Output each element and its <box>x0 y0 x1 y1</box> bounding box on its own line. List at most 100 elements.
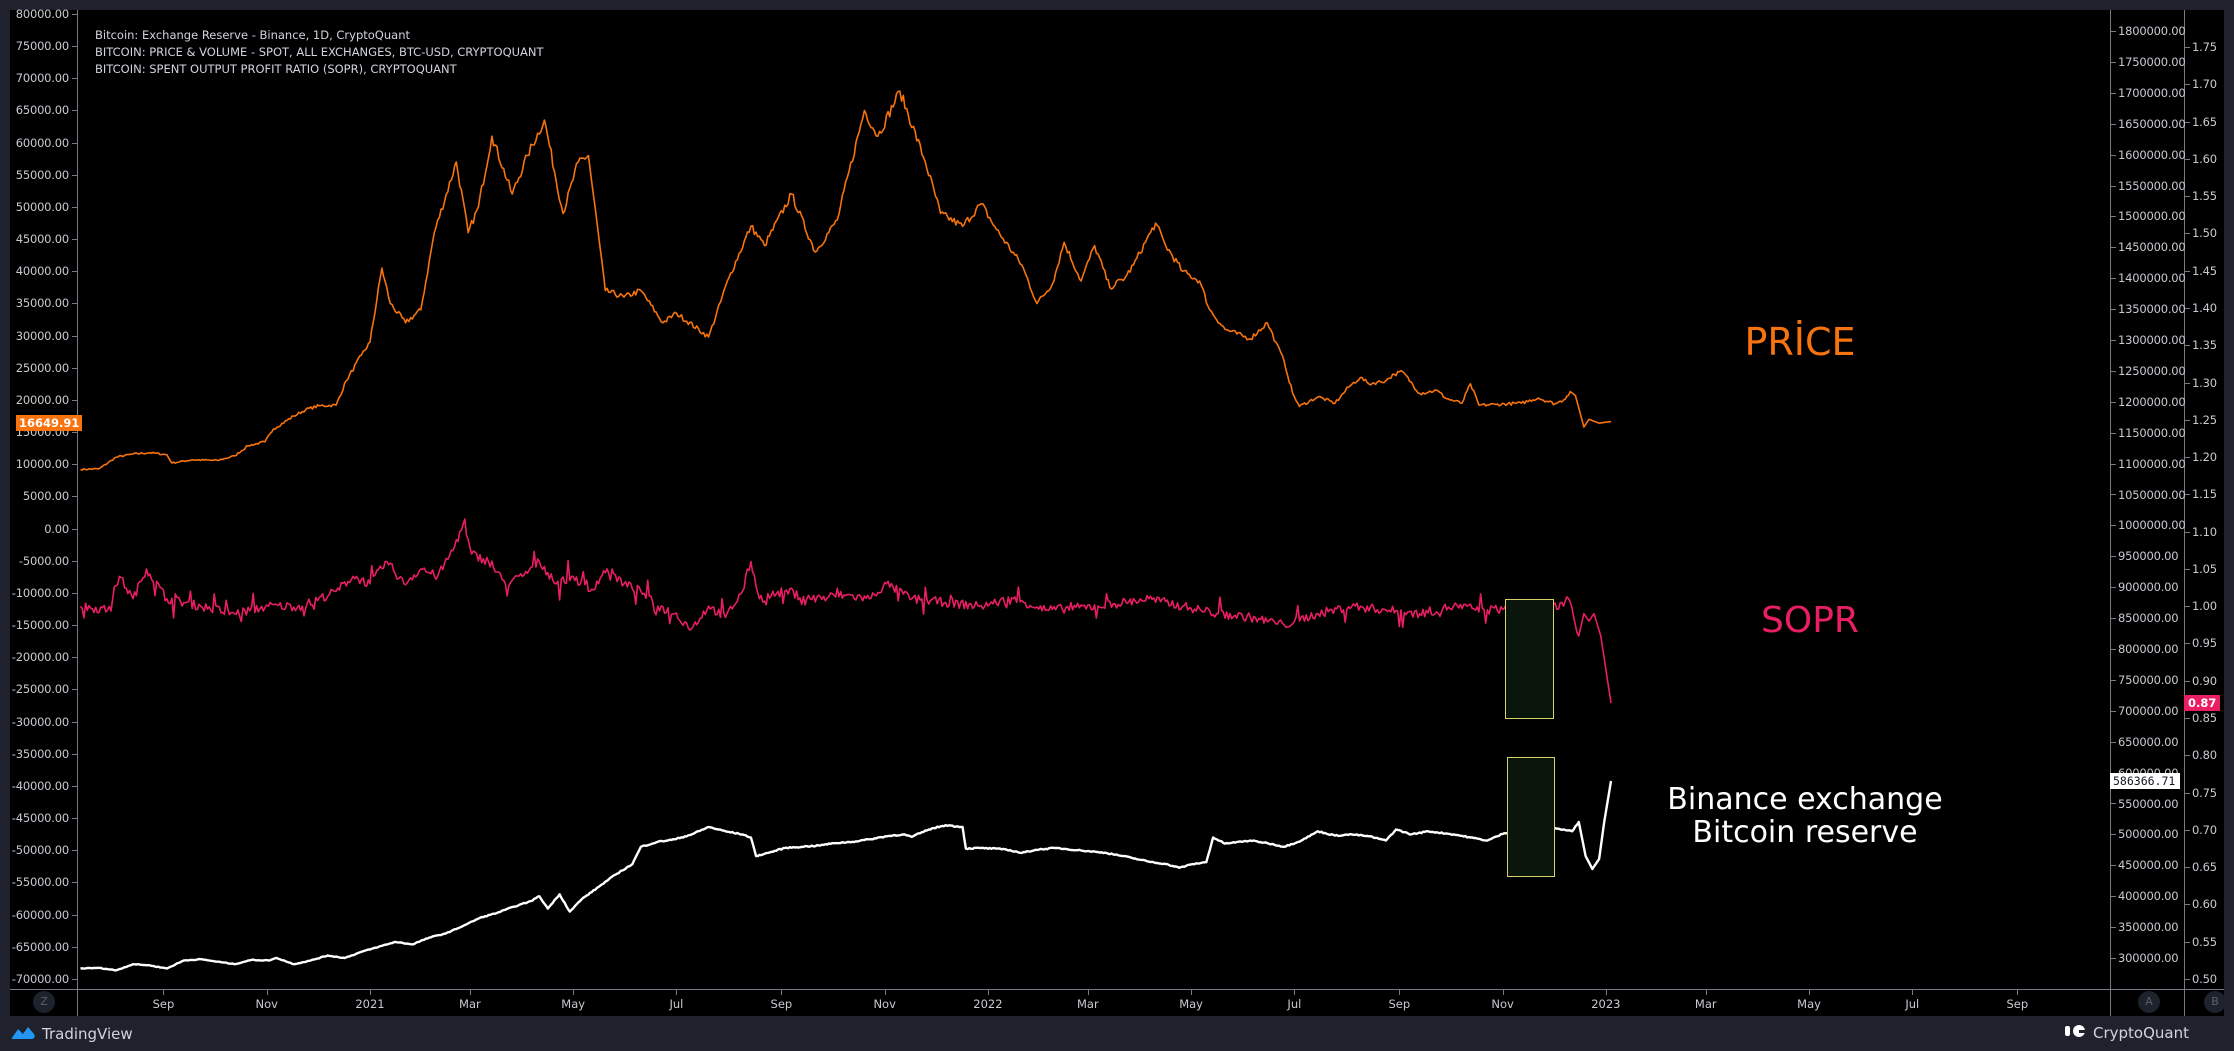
reserve-axis-tick-label: 1150000.00 <box>2118 425 2186 440</box>
sopr-axis-tick-label: 1.55 <box>2192 189 2217 204</box>
reserve-annotation-line2: Bitcoin reserve <box>1692 815 1918 850</box>
left-axis-tick-label: 45000.00 <box>15 232 69 247</box>
tradingview-logo[interactable]: TradingView <box>10 1024 133 1044</box>
tradingview-label: TradingView <box>42 1025 133 1043</box>
left-axis-tick-label: -40000.00 <box>11 778 69 793</box>
axis-b-button[interactable]: B <box>2204 991 2226 1013</box>
tick-mark <box>2185 979 2190 980</box>
sopr-axis-tick-label: 1.65 <box>2192 114 2217 129</box>
tick-mark <box>72 239 77 240</box>
tick-mark <box>72 207 77 208</box>
time-axis-label: Jul <box>669 997 684 1011</box>
tick-mark <box>2111 402 2116 403</box>
sopr-axis-tick-label: 0.65 <box>2192 860 2217 875</box>
time-tick-mark <box>1399 990 1400 995</box>
left-axis-tick-label: -45000.00 <box>11 811 69 826</box>
tick-mark <box>2111 927 2116 928</box>
tick-mark <box>2111 186 2116 187</box>
tick-mark <box>72 529 77 530</box>
tick-mark <box>2185 755 2190 756</box>
time-axis-label: Sep <box>152 997 175 1011</box>
tick-mark <box>2111 896 2116 897</box>
time-axis-label: Mar <box>1076 997 1099 1011</box>
tick-mark <box>72 14 77 15</box>
time-tick-mark <box>1294 990 1295 995</box>
tick-mark <box>2185 159 2190 160</box>
reserve-axis-tick-label: 1400000.00 <box>2118 271 2186 286</box>
plot-canvas[interactable] <box>10 10 2224 1016</box>
left-axis-tick-label: 0.00 <box>44 521 69 536</box>
sopr-axis-tick-label: 1.70 <box>2192 77 2217 92</box>
legend-sopr[interactable]: BITCOIN: SPENT OUTPUT PROFIT RATIO (SOPR… <box>95 62 457 76</box>
tick-mark <box>72 368 77 369</box>
reserve-axis-tick-label: 1250000.00 <box>2118 363 2186 378</box>
cryptoquant-icon <box>2065 1024 2087 1042</box>
tick-mark <box>72 947 77 948</box>
reserve-axis-tick-label: 850000.00 <box>2118 611 2179 626</box>
reserve-axis-tick-label: 800000.00 <box>2118 642 2179 656</box>
sopr-axis-tick-label: 1.20 <box>2192 450 2217 465</box>
time-axis-label: May <box>561 997 586 1011</box>
reserve-last-value-tag: 586366.71 <box>2110 773 2180 789</box>
tick-mark <box>72 271 77 272</box>
tick-mark <box>2111 124 2116 125</box>
left-axis-tick-label: 80000.00 <box>15 7 69 21</box>
left-axis-tick-label: 75000.00 <box>15 39 69 54</box>
tick-mark <box>72 850 77 851</box>
tick-mark <box>72 882 77 883</box>
reserve-axis-tick-label: 1550000.00 <box>2118 178 2186 193</box>
reserve-annotation-line1: Binance exchange <box>1667 782 1943 817</box>
legend-reserve[interactable]: Bitcoin: Exchange Reserve - Binance, 1D,… <box>95 28 410 42</box>
time-axis-label: Jul <box>1905 997 1920 1011</box>
sopr-line[interactable] <box>79 518 1612 704</box>
time-tick-mark <box>676 990 677 995</box>
tick-mark <box>2185 233 2190 234</box>
reserve-line[interactable] <box>80 780 1613 972</box>
tick-mark <box>72 432 77 433</box>
reserve-axis-tick-label: 1350000.00 <box>2118 302 2186 317</box>
sopr-annotation: SOPR <box>1761 600 1859 641</box>
tick-mark <box>2111 649 2116 650</box>
left-axis-tick-label: 35000.00 <box>15 296 69 311</box>
time-tick-mark <box>988 990 989 995</box>
tick-mark <box>2111 865 2116 866</box>
sopr-axis-tick-label: 1.40 <box>2192 300 2217 315</box>
tradingview-cloud-icon <box>10 1024 36 1044</box>
left-axis-tick-label: -30000.00 <box>11 714 69 729</box>
tick-mark <box>2111 680 2116 681</box>
legend-price[interactable]: BITCOIN: PRICE & VOLUME - SPOT, ALL EXCH… <box>95 45 544 59</box>
price-line[interactable] <box>80 90 1612 471</box>
tick-mark <box>2111 464 2116 465</box>
time-axis-label: Mar <box>1694 997 1717 1011</box>
tick-mark <box>2111 216 2116 217</box>
time-axis-label: 2021 <box>355 997 385 1011</box>
axis-a-button[interactable]: A <box>2138 991 2160 1013</box>
left-axis-tick-label: 50000.00 <box>15 199 69 214</box>
tick-mark <box>2111 155 2116 156</box>
sopr-axis-tick-label: 0.75 <box>2192 785 2217 800</box>
cryptoquant-logo[interactable]: CryptoQuant <box>2065 1024 2189 1042</box>
tick-mark <box>2111 371 2116 372</box>
sopr-axis-tick-label: 0.55 <box>2192 934 2217 949</box>
auto-scale-button-z[interactable]: Z <box>33 991 55 1013</box>
tick-mark <box>2111 433 2116 434</box>
chart-area[interactable]: Bitcoin: Exchange Reserve - Binance, 1D,… <box>10 7 2226 1016</box>
tick-mark <box>72 657 77 658</box>
time-tick-mark <box>470 990 471 995</box>
time-tick-mark <box>2017 990 2018 995</box>
sopr-axis-tick-label: 1.75 <box>2192 40 2217 54</box>
tick-mark <box>2185 867 2190 868</box>
time-axis-label: Sep <box>1388 997 1411 1011</box>
time-axis-label: Nov <box>1491 997 1514 1011</box>
tick-mark <box>2111 958 2116 959</box>
time-tick-mark <box>1088 990 1089 995</box>
left-axis-tick-label: 60000.00 <box>15 135 69 150</box>
tick-mark <box>2185 383 2190 384</box>
sopr-axis-tick-label: 0.80 <box>2192 748 2217 763</box>
tick-mark <box>2185 494 2190 495</box>
sopr-axis-tick-label: 1.60 <box>2192 151 2217 166</box>
time-tick-mark <box>1912 990 1913 995</box>
left-axis-tick-label: 20000.00 <box>15 392 69 407</box>
tick-mark <box>72 818 77 819</box>
tick-mark <box>2185 271 2190 272</box>
